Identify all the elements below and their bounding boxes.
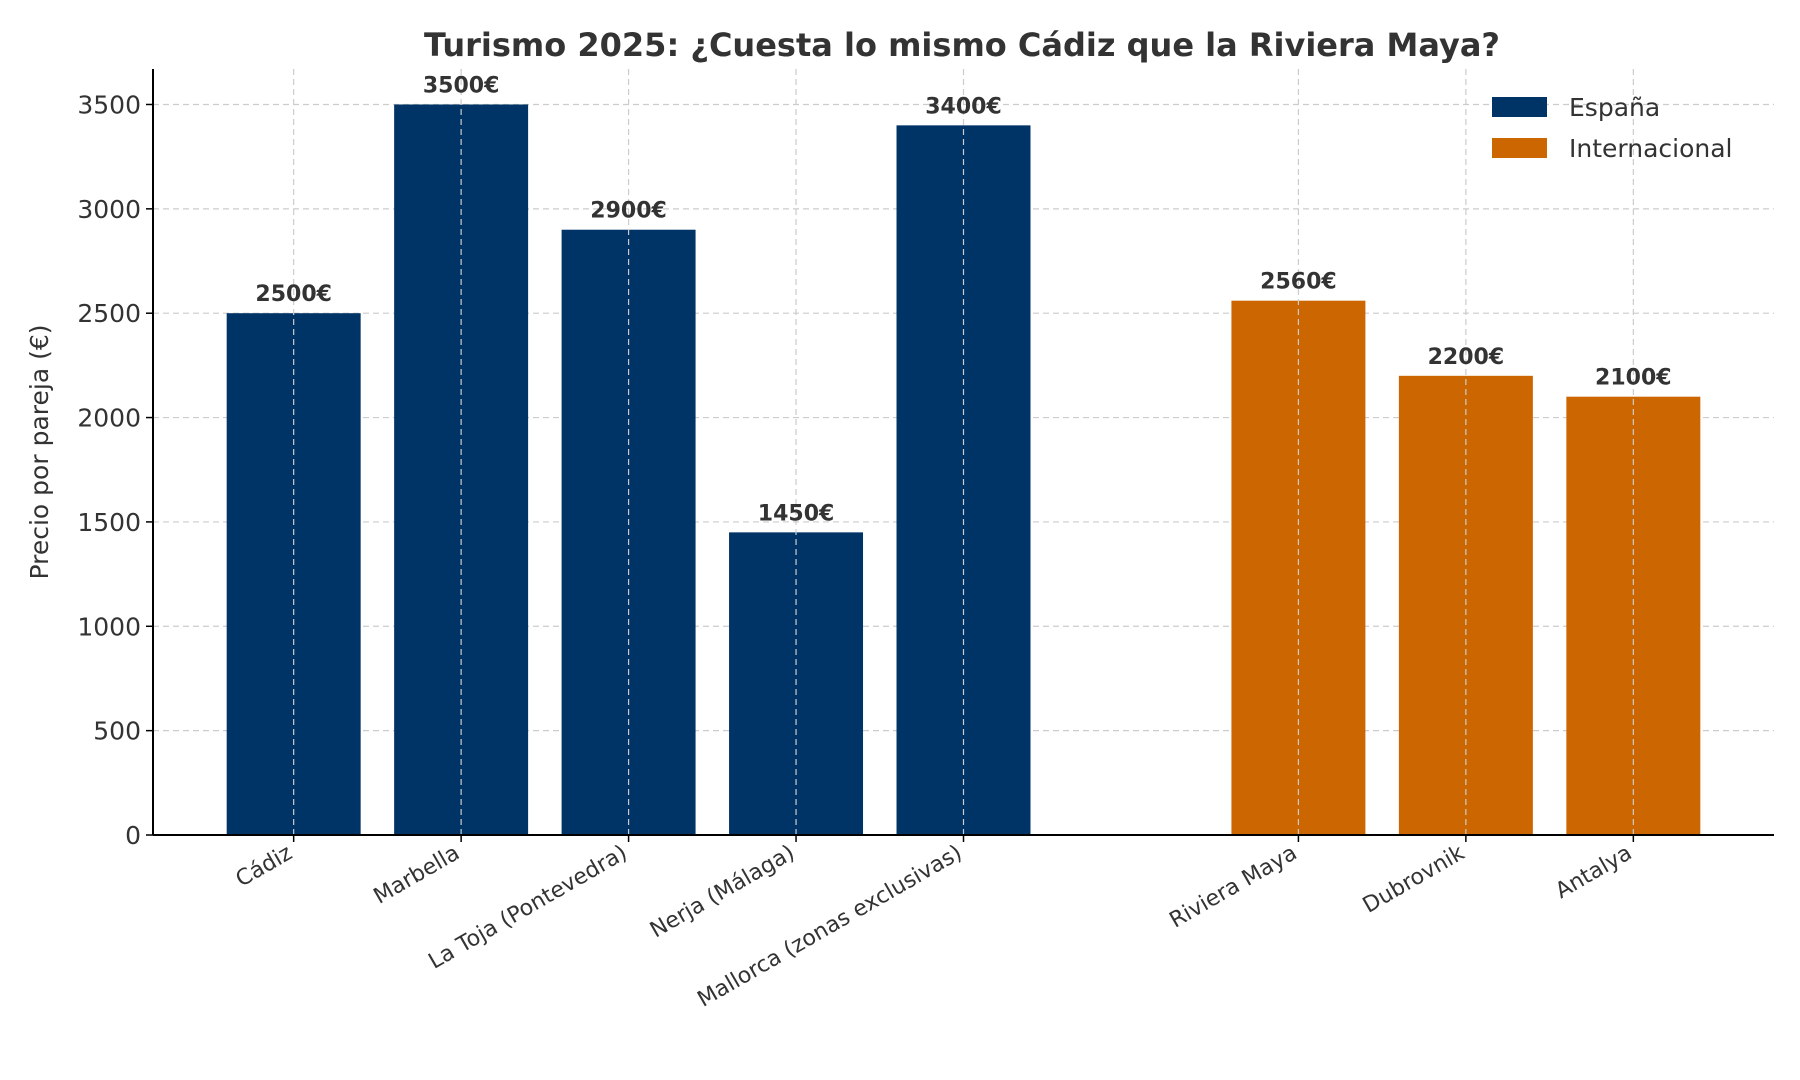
data-label: 2100€	[1595, 366, 1672, 391]
bars	[226, 104, 1701, 836]
y-tick-label: 1500	[77, 508, 141, 537]
legend-swatch-internacional	[1492, 138, 1547, 158]
data-label: 2200€	[1428, 345, 1505, 370]
legend-label-internacional: Internacional	[1569, 134, 1733, 163]
x-tick-label: Mallorca (zonas exclusivas)	[693, 841, 966, 1013]
y-tick-label: 3000	[77, 195, 141, 224]
x-tick-label: Dubrovnik	[1359, 840, 1469, 918]
y-tick-label: 3500	[77, 90, 141, 119]
data-label: 2900€	[590, 199, 667, 224]
y-tick-label: 0	[125, 821, 141, 850]
y-axis-label: Precio por pareja (€)	[25, 325, 54, 580]
data-label: 3400€	[925, 94, 1002, 119]
x-tick-label: Cádiz	[232, 841, 297, 893]
x-tick-label: Nerja (Málaga)	[646, 841, 799, 944]
y-tick-label: 2000	[77, 404, 141, 433]
legend-swatch-espana	[1492, 97, 1547, 117]
y-tick-label: 1000	[77, 612, 141, 641]
data-label: 2500€	[255, 282, 332, 307]
data-label: 1450€	[758, 501, 835, 526]
data-label: 3500€	[423, 73, 500, 98]
data-label: 2560€	[1260, 270, 1337, 295]
x-tick-label: Riviera Maya	[1165, 841, 1301, 934]
legend: España Internacional	[1492, 93, 1733, 163]
chart-title: Turismo 2025: ¿Cuesta lo mismo Cádiz que…	[424, 26, 1500, 64]
x-tick-label: Antalya	[1551, 841, 1636, 905]
y-tick-label: 2500	[77, 299, 141, 328]
x-tick-label: Marbella	[370, 841, 465, 910]
vertical-grid	[293, 69, 1634, 835]
y-tick-label: 500	[93, 717, 141, 746]
legend-label-espana: España	[1569, 93, 1660, 122]
axes: 0 500 1000 1500 2000 2500 3000 3500	[77, 69, 1774, 850]
